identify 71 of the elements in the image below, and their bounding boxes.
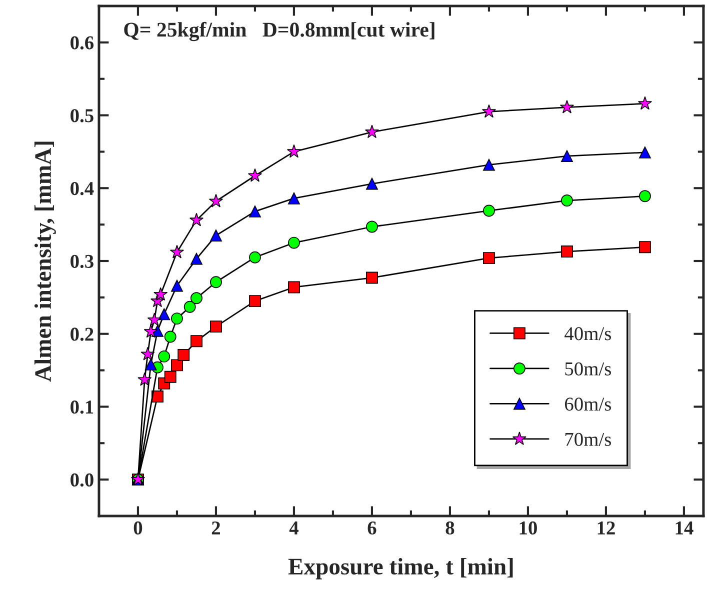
point: [147, 312, 162, 326]
x-tick-label: 2: [212, 521, 220, 534]
x-tick-label: 14: [676, 522, 694, 534]
legend-label: 40m/s: [564, 327, 611, 340]
y-tick-label: 0.1: [70, 400, 94, 414]
point: [171, 280, 183, 292]
point: [152, 390, 164, 402]
annotation: Q= 25kgf/min D=0.8mm[cut wire]: [124, 22, 434, 42]
point: [638, 190, 651, 202]
point: [171, 359, 183, 372]
point: [190, 335, 202, 348]
point: [482, 158, 495, 171]
point: [248, 168, 262, 182]
point: [638, 96, 652, 110]
x-axis-title: Exposure time, t [min]: [288, 558, 513, 580]
y-tick-label: 0.5: [70, 109, 94, 122]
point: [184, 300, 196, 313]
point: [288, 281, 300, 294]
point: [208, 194, 223, 208]
point: [249, 205, 261, 218]
point: [288, 236, 300, 249]
y-tick-label: 0.2: [70, 328, 94, 341]
point: [366, 220, 378, 233]
point: [158, 350, 170, 362]
point: [560, 150, 573, 162]
point: [366, 178, 378, 190]
x-tick-label: 4: [289, 522, 298, 534]
point: [140, 346, 155, 360]
y-tick-label: 0.0: [70, 473, 94, 487]
x-tick-label: 6: [368, 521, 376, 535]
point: [171, 312, 183, 325]
point: [249, 251, 261, 264]
point: [144, 358, 157, 370]
x-tick-label: 10: [520, 521, 537, 535]
x-tick-label: 8: [446, 521, 454, 535]
point: [210, 320, 222, 333]
legend-label: 70m/s: [565, 432, 611, 446]
point: [158, 308, 170, 320]
legend-label: 60m/s: [564, 398, 611, 411]
point: [482, 204, 495, 217]
point: [286, 144, 301, 158]
x-tick-label: 0: [134, 521, 142, 535]
point: [190, 292, 202, 304]
point: [164, 330, 176, 343]
y-tick-label: 0.4: [70, 182, 94, 196]
point: [138, 372, 152, 386]
point: [154, 287, 168, 301]
point: [210, 230, 222, 242]
point: [560, 246, 573, 258]
point: [189, 212, 204, 226]
legend-label: 50m/s: [565, 362, 611, 376]
point: [560, 194, 573, 207]
point: [178, 349, 190, 361]
x-tick-label: 12: [598, 521, 615, 534]
point: [482, 252, 495, 264]
y-tick-label: 0.3: [70, 254, 94, 268]
y-tick-label: 0.6: [70, 36, 94, 50]
point: [249, 295, 261, 308]
point: [364, 124, 379, 138]
point: [164, 370, 176, 383]
point: [366, 272, 378, 284]
point: [170, 244, 184, 258]
point: [638, 241, 651, 254]
point: [482, 104, 496, 118]
point: [210, 276, 222, 288]
point: [560, 100, 574, 114]
y-axis-title: Almen intensity, [mmA]: [34, 142, 56, 382]
point: [190, 252, 202, 265]
point: [638, 146, 651, 158]
point: [288, 192, 300, 204]
point: [144, 324, 158, 338]
